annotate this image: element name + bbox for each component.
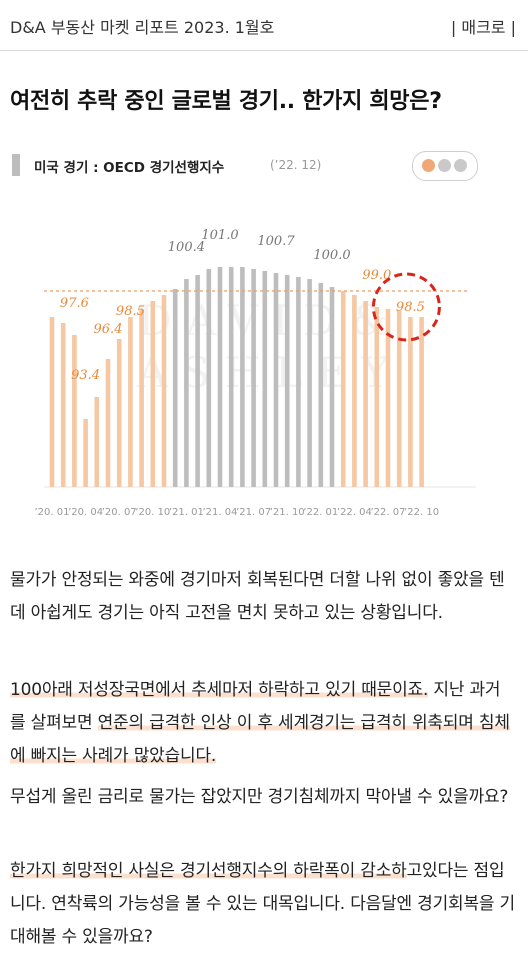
paragraph-2: 100아래 저성장국면에서 추세마저 하락하고 있기 때문이죠. 지난 과거를 … (10, 674, 515, 773)
data-label: 99.0 (362, 268, 391, 283)
oecd-leading-indicator-chart: ’20. 01’20. 04’20. 07’20. 10’21. 01’21. … (35, 228, 476, 518)
chart-bar (262, 271, 268, 487)
chart-bar (150, 301, 156, 487)
data-label: 97.6 (60, 296, 89, 311)
data-label: 100.0 (313, 248, 350, 263)
chart-bar (363, 301, 368, 487)
chart-bar (49, 317, 55, 487)
chart-bar (385, 309, 391, 487)
chart-bar (184, 279, 189, 487)
highlight-text: 100아래 저성장국면에서 추세마저 하락하고 있기 때문이죠. (10, 680, 429, 700)
x-tick-label: ’20. 07 (102, 507, 137, 518)
chart-bar (284, 275, 290, 487)
caption-accent-bar (12, 154, 20, 176)
data-label: 100.4 (168, 240, 205, 255)
page-dot-active[interactable] (422, 159, 435, 172)
chart-bar (228, 267, 234, 487)
chart-bar (116, 339, 122, 487)
category-tag[interactable]: | 매크로 | (450, 18, 516, 37)
data-label: 96.4 (94, 322, 123, 337)
chart-bar (206, 269, 212, 487)
chart-bar (60, 323, 66, 487)
data-label: 93.4 (71, 368, 100, 383)
report-brand: D&A 부동산 마켓 리포트 2023. 1월호 (10, 18, 275, 37)
chart-bar (396, 311, 402, 487)
x-tick-label: ’22. 04 (337, 507, 372, 518)
x-tick-label: ’21. 01 (169, 507, 204, 518)
chart-bar (251, 269, 256, 487)
chart-bar (329, 287, 335, 487)
chart-bar (374, 307, 380, 487)
chart-bar (240, 267, 245, 487)
paragraph-text: 지난 과거를 살펴보면 (10, 680, 501, 733)
article-headline: 여전히 추락 중인 글로벌 경기.. 한가지 희망은? (10, 89, 442, 114)
x-tick-label: ’20. 04 (68, 507, 103, 518)
chart-bar (83, 419, 88, 487)
page-dot[interactable] (438, 159, 451, 172)
page-dots-icon[interactable] (412, 151, 478, 181)
x-tick-label: ’21. 10 (270, 507, 305, 518)
chart-bar (408, 317, 413, 487)
chart-bar (273, 273, 279, 487)
paragraph-1: 물가가 안정되는 와중에 경기마저 회복된다면 더할 나위 없이 좋았을 텐데 … (10, 570, 505, 623)
chart-bar (296, 277, 301, 487)
x-tick-label: ’21. 07 (236, 507, 271, 518)
chart-bar (172, 289, 178, 487)
chart-bar (128, 317, 133, 487)
chart-bar (419, 317, 424, 487)
page-dot[interactable] (454, 159, 467, 172)
chart-bar (161, 295, 167, 487)
chart-bar (307, 279, 312, 487)
chart-bar (195, 275, 200, 487)
chart-caption-date: (’22. 12) (270, 158, 322, 172)
x-tick-label: ’20. 01 (35, 507, 70, 518)
highlight-circle (371, 272, 441, 342)
chart-bar (318, 283, 324, 487)
chart-bar (94, 397, 100, 487)
chart-bar (340, 291, 346, 487)
data-label: 98.5 (396, 300, 425, 315)
data-label: 98.5 (116, 304, 145, 319)
x-tick-label: ’22. 07 (371, 507, 406, 518)
chart-bar (139, 309, 144, 487)
data-label: 101.0 (201, 228, 238, 243)
report-header: D&A 부동산 마켓 리포트 2023. 1월호 | 매크로 | (0, 0, 528, 51)
x-tick-label: ’21. 04 (203, 507, 238, 518)
data-label: 100.7 (257, 234, 295, 249)
x-tick-label: ’22. 01 (303, 507, 338, 518)
chart-bar (352, 295, 357, 487)
chart-bar (105, 359, 111, 487)
highlight-text: 한가지 희망적인 사실은 경기선행지수의 하락폭이 감소하 (10, 861, 407, 881)
chart-caption-title: 미국 경기 : OECD 경기선행지수 (34, 160, 225, 176)
paragraph-3: 무섭게 올린 금리로 물가는 잡았지만 경기침체까지 막아낼 수 있을까요? (10, 787, 509, 807)
chart-bar (217, 267, 223, 487)
chart-bar (72, 335, 77, 487)
paragraph-text: 고있다는 점입니다. 연착륙의 가능성을 볼 수 있는 대목입니다. 다음달엔 … (10, 861, 516, 947)
x-tick-label: ’22. 10 (404, 507, 439, 518)
paragraph-4: 한가지 희망적인 사실은 경기선행지수의 하락폭이 감소하고있다는 점입니다. … (10, 855, 515, 954)
x-tick-label: ’20. 10 (135, 507, 170, 518)
